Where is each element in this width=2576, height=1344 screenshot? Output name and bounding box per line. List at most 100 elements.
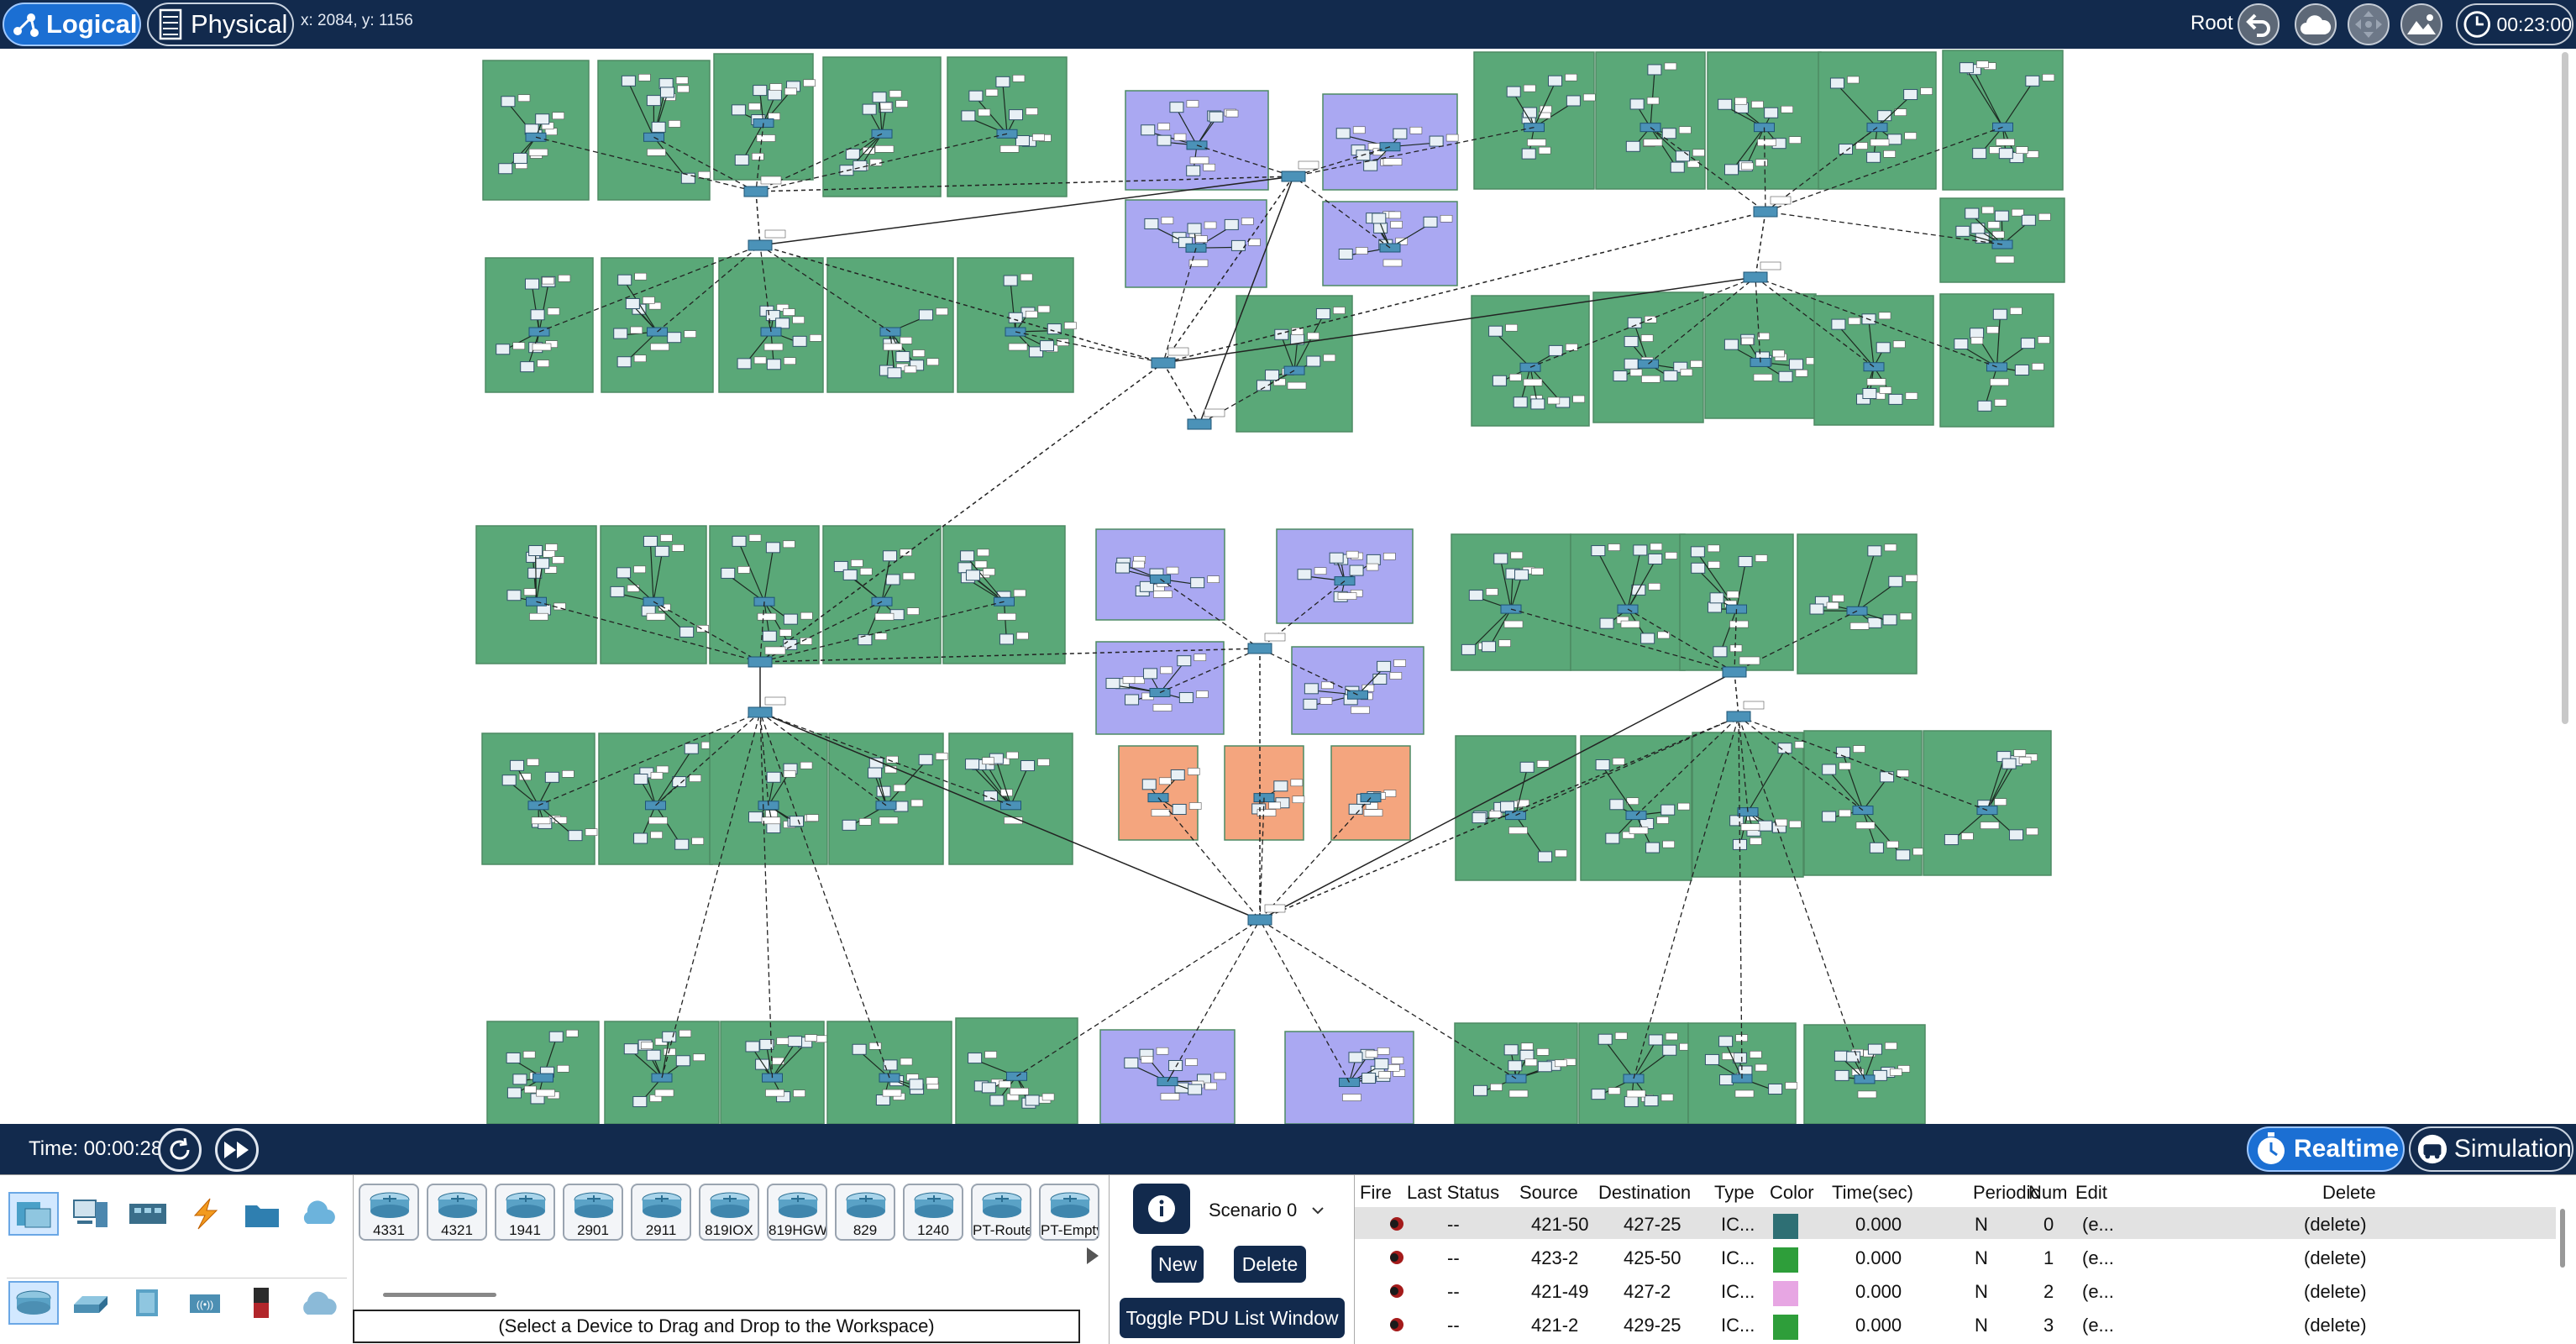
network-cluster[interactable]: [599, 733, 713, 864]
network-cluster[interactable]: [1940, 198, 2064, 282]
core-switch[interactable]: [748, 230, 785, 250]
scenario-select[interactable]: Scenario 0: [1200, 1194, 1335, 1227]
network-cluster[interactable]: [957, 258, 1076, 392]
core-switch[interactable]: [1744, 262, 1781, 282]
pdu-edit-link[interactable]: (e...: [2082, 1315, 2114, 1336]
core-switch[interactable]: [1282, 161, 1319, 181]
collapse-arrow-icon[interactable]: [1087, 1247, 1099, 1264]
core-switch[interactable]: [1754, 197, 1791, 217]
network-cluster[interactable]: [1688, 1023, 1797, 1124]
network-cluster[interactable]: [827, 258, 953, 392]
network-cluster[interactable]: [1474, 52, 1595, 189]
device-model-829[interactable]: 829: [835, 1184, 895, 1241]
network-cluster[interactable]: [605, 1021, 719, 1124]
pdu-delete-link[interactable]: (delete): [2304, 1247, 2367, 1269]
network-cluster[interactable]: [1323, 94, 1458, 190]
network-cluster[interactable]: [601, 526, 709, 664]
miscellaneous-icon[interactable]: [237, 1192, 287, 1236]
network-cluster[interactable]: [476, 526, 596, 664]
network-cluster[interactable]: [827, 1021, 952, 1124]
connections-icon[interactable]: [180, 1192, 230, 1236]
network-cluster[interactable]: [1323, 202, 1457, 286]
physical-mode-button[interactable]: Physical: [147, 3, 294, 46]
network-cluster[interactable]: [1804, 1025, 1925, 1124]
cloud-icon[interactable]: [2295, 3, 2337, 45]
core-switch[interactable]: [1727, 701, 1764, 722]
network-cluster[interactable]: [1579, 1023, 1692, 1124]
pdu-delete-link[interactable]: (delete): [2304, 1315, 2367, 1336]
wireless-icon[interactable]: ((•)): [180, 1281, 230, 1325]
network-devices-icon[interactable]: [8, 1192, 59, 1236]
network-cluster[interactable]: [1119, 746, 1201, 840]
security-icon[interactable]: [237, 1281, 287, 1325]
device-list-scrollbar[interactable]: [383, 1293, 496, 1297]
network-cluster[interactable]: [1331, 746, 1410, 840]
wan-emulation-icon[interactable]: [294, 1281, 344, 1325]
network-cluster[interactable]: [1571, 534, 1685, 670]
move-icon[interactable]: [2348, 3, 2390, 45]
device-model-4321[interactable]: 4321: [427, 1184, 487, 1241]
device-model-1941[interactable]: 1941: [495, 1184, 555, 1241]
clock-timer[interactable]: 00:23:00: [2456, 3, 2573, 45]
network-cluster[interactable]: [943, 526, 1065, 664]
network-link[interactable]: [756, 192, 760, 245]
logical-workspace[interactable]: [0, 49, 2576, 1124]
network-cluster[interactable]: [1455, 1023, 1577, 1124]
network-cluster[interactable]: [1096, 529, 1225, 620]
network-cluster[interactable]: [1451, 534, 1571, 670]
network-link[interactable]: [1163, 363, 1199, 424]
pdu-list-scrollbar[interactable]: [2560, 1209, 2565, 1268]
core-switch[interactable]: [1248, 633, 1285, 654]
network-cluster[interactable]: [1804, 731, 1925, 875]
network-cluster[interactable]: [710, 526, 819, 664]
network-cluster[interactable]: [1797, 534, 1918, 674]
device-model-4331[interactable]: 4331: [359, 1184, 419, 1241]
components-icon[interactable]: [123, 1192, 173, 1236]
network-cluster[interactable]: [1292, 647, 1424, 734]
image-icon[interactable]: [2400, 3, 2442, 45]
new-scenario-button[interactable]: New: [1152, 1246, 1204, 1283]
network-cluster[interactable]: [1125, 200, 1267, 287]
network-cluster[interactable]: [598, 60, 710, 200]
network-cluster[interactable]: [1285, 1032, 1414, 1124]
network-cluster[interactable]: [1125, 91, 1268, 190]
core-switch[interactable]: [1248, 905, 1285, 925]
network-cluster[interactable]: [1705, 294, 1818, 418]
network-cluster[interactable]: [710, 733, 827, 864]
device-model-1240[interactable]: 1240: [903, 1184, 963, 1241]
network-cluster[interactable]: [1581, 736, 1692, 880]
network-topology[interactable]: [0, 49, 2576, 1124]
root-label[interactable]: Root: [2190, 12, 2233, 35]
fire-icon[interactable]: [1388, 1283, 1405, 1299]
network-cluster[interactable]: [829, 733, 947, 864]
core-switch[interactable]: [1188, 409, 1225, 429]
network-cluster[interactable]: [1940, 294, 2054, 427]
device-model-pt-router[interactable]: PT-Router: [971, 1184, 1031, 1241]
network-cluster[interactable]: [947, 57, 1067, 197]
back-arrow-icon[interactable]: [2238, 3, 2280, 45]
network-cluster[interactable]: [1818, 52, 1936, 189]
network-cluster[interactable]: [956, 1018, 1078, 1124]
fire-icon[interactable]: [1388, 1249, 1405, 1266]
core-switch[interactable]: [748, 697, 785, 717]
network-cluster[interactable]: [823, 57, 941, 197]
network-cluster[interactable]: [482, 733, 597, 864]
logical-mode-button[interactable]: Logical: [3, 3, 141, 46]
realtime-mode-button[interactable]: Realtime: [2247, 1126, 2405, 1172]
hubs-icon[interactable]: [123, 1281, 173, 1325]
device-model-819hgw[interactable]: 819HGW: [767, 1184, 827, 1241]
end-devices-icon[interactable]: [66, 1192, 116, 1236]
simulation-mode-button[interactable]: Simulation: [2409, 1126, 2573, 1172]
network-cluster[interactable]: [483, 60, 589, 200]
pdu-edit-link[interactable]: (e...: [2082, 1247, 2114, 1269]
device-model-2901[interactable]: 2901: [563, 1184, 623, 1241]
network-cluster[interactable]: [1096, 642, 1224, 734]
network-cluster[interactable]: [714, 54, 816, 180]
pdu-edit-link[interactable]: (e...: [2082, 1281, 2114, 1303]
network-link[interactable]: [1734, 672, 1739, 717]
switches-icon[interactable]: [66, 1281, 116, 1325]
network-cluster[interactable]: [601, 258, 713, 392]
